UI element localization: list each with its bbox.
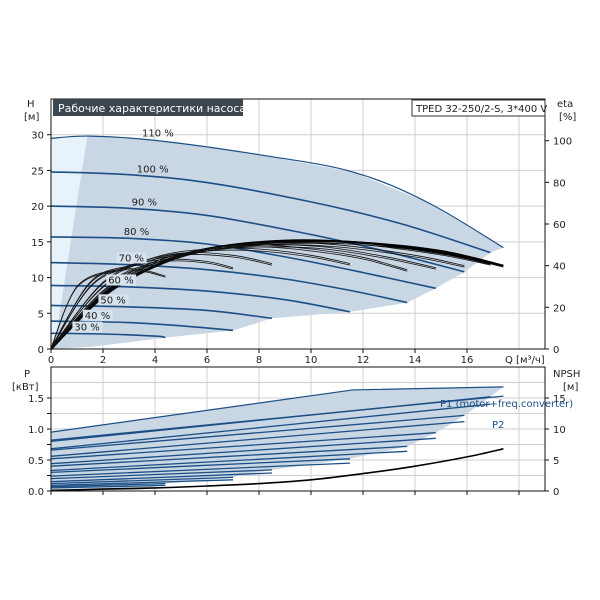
head-curve-100 <box>50 171 491 254</box>
npsh-curve-line <box>50 448 504 492</box>
eta-curve-aux-eta-30 <box>50 269 166 349</box>
chart-title-bg <box>53 99 243 116</box>
p2-curve-p2-30 <box>50 484 166 489</box>
y-right-tick-label-1: 20 <box>553 303 566 314</box>
p2-curve-p2-50 <box>50 472 273 483</box>
p-tick-label-0: 0.0 <box>28 487 44 498</box>
p-tick-label-2: 1.0 <box>28 425 44 436</box>
head-curve-110 <box>50 135 504 249</box>
x-tick-label-1: 2 <box>100 355 106 366</box>
y-right-label-unit: [%] <box>559 112 576 123</box>
y-right-tick-label-4: 80 <box>553 178 566 189</box>
head-curve-40 <box>50 320 234 332</box>
p2-curve-p2-90 <box>50 420 465 457</box>
p1-curve-p1-30 <box>50 482 166 488</box>
y-right-tick-label-0: 0 <box>553 345 559 356</box>
p2-curve-p2-40 <box>50 479 234 487</box>
pct-label-bg-8 <box>72 321 103 333</box>
pct-label-bg-5 <box>106 274 137 286</box>
p1-curve-p1-110 <box>50 386 504 433</box>
y-left-tick-label-3: 15 <box>31 238 44 249</box>
y-right-label-npsh: NPSH <box>553 369 580 380</box>
y-left-label-unit: [м] <box>24 112 39 123</box>
y-right-label-m: [м] <box>563 382 578 393</box>
legend-p1: P1 (motor+freq.converter) <box>440 399 573 410</box>
npsh-tick-label-3: 15 <box>553 394 566 405</box>
y-right-tick-label-5: 100 <box>553 137 572 148</box>
x-tick-label-2: 4 <box>152 355 158 366</box>
p2-curve-p2-110 <box>50 395 504 441</box>
pct-label-50: 50 % <box>100 295 125 306</box>
p1-curve-p1-40 <box>50 476 234 485</box>
npsh-tick-label-0: 0 <box>553 487 559 498</box>
pct-label-110: 110 % <box>142 129 174 140</box>
pct-label-bg-7 <box>82 309 113 321</box>
head-curve-70 <box>50 261 408 304</box>
pct-label-40: 40 % <box>85 311 110 322</box>
x-tick-label-7: 14 <box>409 355 422 366</box>
y-right-tick-label-3: 60 <box>553 220 566 231</box>
pct-label-80: 80 % <box>124 227 149 238</box>
x-tick-label-6: 12 <box>357 355 370 366</box>
x-tick-label-8: 16 <box>461 355 474 366</box>
y-left-label-kw: [кВт] <box>12 382 39 393</box>
y-right-tick-label-2: 40 <box>553 262 566 273</box>
pct-label-100: 100 % <box>137 165 169 176</box>
x-tick-label-4: 8 <box>256 355 262 366</box>
p1-curve-p1-70 <box>50 445 408 467</box>
p1-curve-p1-60 <box>50 458 351 474</box>
p1-curve-p1-50 <box>50 469 273 480</box>
pct-label-90: 90 % <box>132 198 157 209</box>
pct-label-70: 70 % <box>119 253 144 264</box>
y-left-tick-label-1: 5 <box>38 309 44 320</box>
head-curve-80 <box>50 236 436 290</box>
pct-label-60: 60 % <box>108 275 133 286</box>
eta-curve-aux-eta-50 <box>50 253 273 349</box>
pct-label-bg-6 <box>98 294 129 306</box>
p2-curve-p2-60 <box>50 462 351 477</box>
y-left-label-h: H <box>27 99 35 110</box>
x-tick-label-5: 10 <box>305 355 318 366</box>
chart-title: Рабочие характеристики насоса <box>58 102 246 115</box>
x-tick-label-0: 0 <box>48 355 54 366</box>
y-left-tick-label-0: 0 <box>38 345 44 356</box>
p2-curves <box>50 395 504 489</box>
p2-curve-p2-80 <box>50 437 436 465</box>
p-tick-label-3: 1.5 <box>28 394 44 405</box>
p-tick-label-1: 0.5 <box>28 456 44 467</box>
y-left-tick-label-6: 30 <box>31 131 44 142</box>
x-axis-label: Q [м³/ч] <box>505 355 545 366</box>
npsh-curve <box>50 448 504 492</box>
eta-curve-aux-eta-60 <box>50 249 351 349</box>
pct-label-30: 30 % <box>74 323 99 334</box>
eta-curve-eta-60 <box>50 247 351 350</box>
y-left-tick-label-5: 25 <box>31 166 44 177</box>
pct-label-bg-4 <box>116 252 147 264</box>
y-left-tick-label-2: 10 <box>31 274 44 285</box>
y-left-tick-label-4: 20 <box>31 202 44 213</box>
legend-p2: P2 <box>492 420 504 431</box>
head-envelope-light-area <box>51 136 88 349</box>
p1-curve-p1-80 <box>50 432 436 460</box>
y-left-label-p: P <box>24 369 30 380</box>
npsh-tick-label-1: 5 <box>553 456 559 467</box>
x-tick-label-3: 6 <box>204 355 210 366</box>
head-curve-30 <box>50 332 166 339</box>
y-right-label-eta: eta <box>557 99 573 110</box>
eta-curve-eta-70 <box>50 244 408 350</box>
bottom-chart-axes: 0.0 0.5 1.0 1.5 0 5 10 15 <box>28 366 566 498</box>
p2-curve-p2-70 <box>50 450 408 472</box>
speed-percent-labels: 110 % 100 % 90 % 80 % 70 % 60 % 50 % 40 %30 % <box>72 129 174 334</box>
eta-curve-eta-90 <box>50 242 465 350</box>
npsh-tick-label-2: 10 <box>553 425 566 436</box>
model-box <box>411 99 546 117</box>
top-chart-axes: 0 2 4 6 8 10 12 14 16 0 5 10 15 20 25 30 0 20 40 60 80 100 <box>31 98 572 366</box>
p2-curve-p2-100 <box>50 403 491 450</box>
model-label: TPED 32-250/2-S, 3*400 V <box>415 104 547 115</box>
head-curve-90 <box>50 205 465 273</box>
p1-curve-p1-90 <box>50 414 465 451</box>
eta-curve-aux-eta-90 <box>50 244 465 349</box>
p1-curves <box>50 386 504 488</box>
